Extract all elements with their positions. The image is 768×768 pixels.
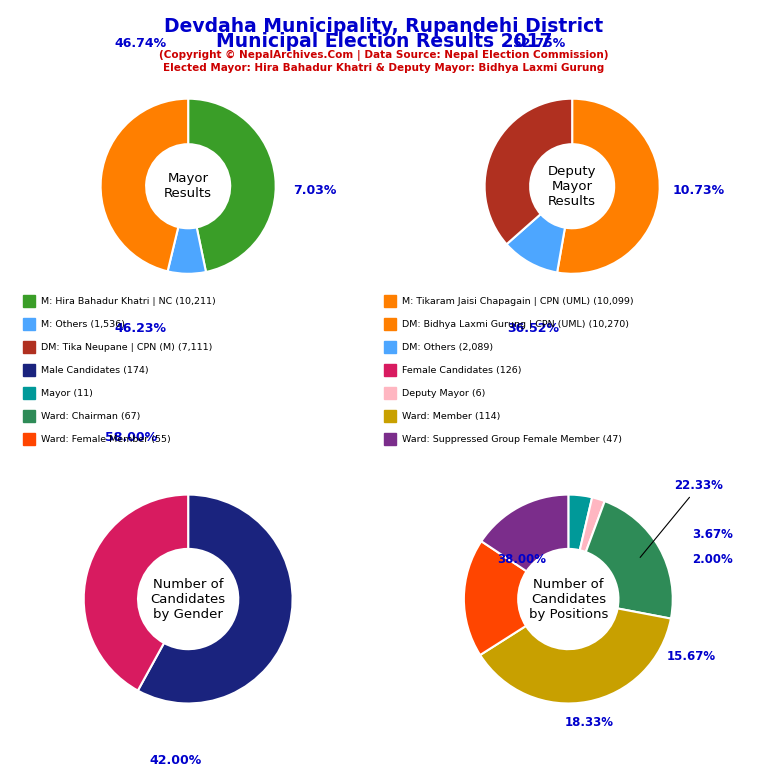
Wedge shape — [557, 99, 660, 273]
Text: Ward: Female Member (55): Ward: Female Member (55) — [41, 435, 171, 444]
Wedge shape — [586, 502, 673, 618]
Text: DM: Tika Neupane | CPN (M) (7,111): DM: Tika Neupane | CPN (M) (7,111) — [41, 343, 213, 352]
Text: DM: Others (2,089): DM: Others (2,089) — [402, 343, 494, 352]
Text: M: Hira Bahadur Khatri | NC (10,211): M: Hira Bahadur Khatri | NC (10,211) — [41, 296, 217, 306]
Text: (Copyright © NepalArchives.Com | Data Source: Nepal Election Commission): (Copyright © NepalArchives.Com | Data So… — [159, 50, 609, 61]
Text: 42.00%: 42.00% — [149, 754, 201, 767]
Text: Female Candidates (126): Female Candidates (126) — [402, 366, 522, 375]
Text: 2.00%: 2.00% — [692, 553, 733, 566]
Wedge shape — [485, 99, 572, 244]
Wedge shape — [482, 495, 568, 571]
Text: Ward: Suppressed Group Female Member (47): Ward: Suppressed Group Female Member (47… — [402, 435, 622, 444]
Text: M: Others (1,536): M: Others (1,536) — [41, 319, 125, 329]
Text: 38.00%: 38.00% — [497, 553, 546, 566]
Text: Ward: Chairman (67): Ward: Chairman (67) — [41, 412, 141, 421]
Text: Municipal Election Results 2017: Municipal Election Results 2017 — [216, 32, 552, 51]
Text: 3.67%: 3.67% — [692, 528, 733, 541]
Text: Number of
Candidates
by Gender: Number of Candidates by Gender — [151, 578, 226, 621]
Text: Male Candidates (174): Male Candidates (174) — [41, 366, 149, 375]
Wedge shape — [580, 498, 604, 552]
Text: 15.67%: 15.67% — [667, 650, 716, 663]
Wedge shape — [101, 99, 188, 271]
Wedge shape — [137, 495, 293, 703]
Text: Ward: Member (114): Ward: Member (114) — [402, 412, 501, 421]
Wedge shape — [568, 495, 592, 550]
Text: 7.03%: 7.03% — [293, 184, 337, 197]
Wedge shape — [167, 227, 206, 274]
Text: Number of
Candidates
by Positions: Number of Candidates by Positions — [528, 578, 608, 621]
Text: 10.73%: 10.73% — [673, 184, 725, 197]
Text: Elected Mayor: Hira Bahadur Khatri & Deputy Mayor: Bidhya Laxmi Gurung: Elected Mayor: Hira Bahadur Khatri & Dep… — [164, 63, 604, 73]
Wedge shape — [188, 99, 276, 272]
Wedge shape — [507, 214, 565, 273]
Text: M: Tikaram Jaisi Chapagain | CPN (UML) (10,099): M: Tikaram Jaisi Chapagain | CPN (UML) (… — [402, 296, 634, 306]
Text: Deputy
Mayor
Results: Deputy Mayor Results — [548, 165, 597, 207]
Wedge shape — [464, 541, 527, 655]
Text: Mayor (11): Mayor (11) — [41, 389, 94, 398]
Text: Devdaha Municipality, Rupandehi District: Devdaha Municipality, Rupandehi District — [164, 17, 604, 36]
Text: 36.52%: 36.52% — [507, 322, 559, 335]
Text: 46.23%: 46.23% — [114, 322, 166, 335]
Wedge shape — [84, 495, 188, 690]
Text: Deputy Mayor (6): Deputy Mayor (6) — [402, 389, 486, 398]
Text: 18.33%: 18.33% — [564, 716, 614, 729]
Text: 52.75%: 52.75% — [513, 38, 565, 51]
Text: 22.33%: 22.33% — [641, 479, 723, 558]
Text: DM: Bidhya Laxmi Gurung | CPN (UML) (10,270): DM: Bidhya Laxmi Gurung | CPN (UML) (10,… — [402, 319, 630, 329]
Wedge shape — [480, 608, 671, 703]
Text: Mayor
Results: Mayor Results — [164, 172, 212, 200]
Text: 46.74%: 46.74% — [114, 38, 166, 51]
Text: 58.00%: 58.00% — [104, 431, 157, 444]
